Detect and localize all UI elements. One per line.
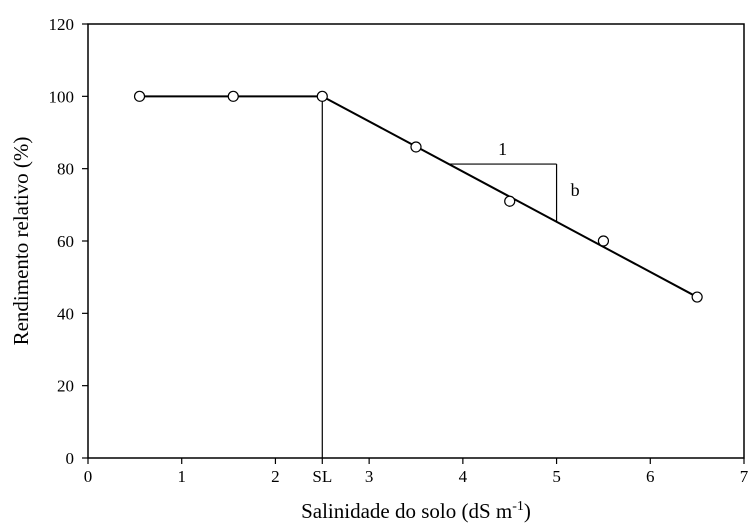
x-tick-label: 2: [271, 467, 280, 486]
y-tick-label: 60: [57, 232, 74, 251]
x-tick-label: 0: [84, 467, 93, 486]
x-tick-label: 3: [365, 467, 374, 486]
x-tick-label: SL: [312, 467, 332, 486]
x-ticks: 0 1 2 SL 3 4 5 6 7: [84, 458, 748, 486]
y-ticks: 0 20 40 60 80 100 120: [49, 15, 88, 468]
y-tick-label: 0: [66, 449, 75, 468]
x-axis-title-main: Salinidade do solo (dS m: [301, 499, 512, 523]
x-tick-label: 6: [646, 467, 655, 486]
plot-frame: [87, 23, 745, 459]
y-tick-label: 120: [49, 15, 75, 34]
x-tick-label: 4: [459, 467, 468, 486]
x-axis-title-superscript: -1: [512, 499, 524, 514]
y-tick-label: 80: [57, 160, 74, 179]
x-tick-label: 1: [177, 467, 186, 486]
data-point: [133, 90, 146, 102]
data-point: [504, 195, 516, 207]
data-point: [691, 291, 703, 303]
data-point: [227, 90, 239, 102]
data-point: [410, 141, 422, 153]
data-points: [133, 90, 703, 303]
x-axis-title: Salinidade do solo (dS m-1): [301, 499, 531, 523]
slope-run-label: 1: [498, 139, 507, 159]
x-tick-label: 5: [552, 467, 561, 486]
slope-triangle: 1b: [448, 139, 580, 222]
x-axis-title-suffix: ): [524, 499, 531, 523]
data-point: [316, 90, 328, 102]
y-axis-title: Rendimento relativo (%): [9, 137, 33, 346]
y-tick-label: 100: [49, 87, 75, 106]
data-point: [597, 235, 610, 247]
y-tick-label: 20: [57, 377, 74, 396]
y-tick-label: 40: [57, 304, 74, 323]
x-tick-label: 7: [740, 467, 748, 486]
slope-rise-label: b: [571, 180, 580, 200]
fit-line: [139, 95, 698, 298]
